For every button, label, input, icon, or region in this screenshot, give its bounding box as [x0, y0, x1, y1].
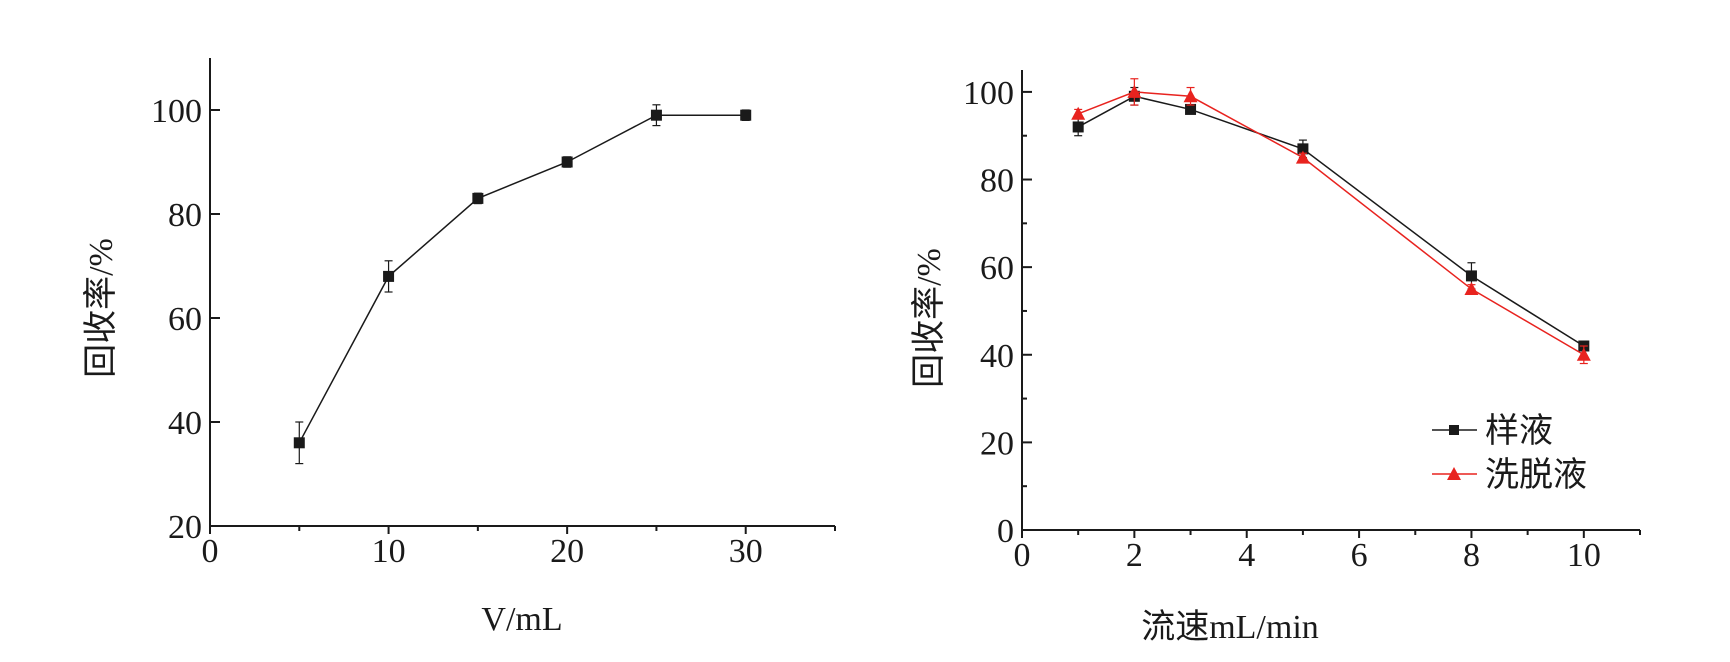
chart-2-series-0-point: [1465, 270, 1477, 282]
chart-2-series-1-point: [1295, 150, 1310, 164]
chart-1-y-tick-label: 40: [168, 405, 202, 442]
chart-2-series-1-line: [1077, 91, 1585, 356]
chart-2-series-1-point: [1576, 347, 1591, 361]
chart-2-series-1-point: [1183, 89, 1198, 103]
chart-2-series-1-point: [1464, 282, 1479, 296]
chart-2-x-tick-label: 8: [1463, 537, 1480, 574]
chart-2-legend: 样液 洗脱液: [1432, 412, 1587, 494]
chart-1-series-0-point: [740, 109, 752, 121]
chart-2-series-1-point: [1071, 106, 1086, 120]
legend-item-0-label: 样液: [1485, 412, 1553, 450]
chart-2-x-tick-label: 2: [1126, 537, 1143, 574]
legend-item-1: 洗脱液: [1432, 456, 1587, 494]
chart-2-x-axis-title: 流速mL/min: [1141, 608, 1319, 646]
chart-1-series-0-point: [472, 192, 484, 204]
chart-2-series-0-line: [1077, 95, 1585, 347]
legend-item-1-label: 洗脱液: [1485, 456, 1587, 494]
chart-1-series-0-point: [293, 437, 305, 449]
chart-1-y-tick-label: 60: [168, 301, 202, 338]
chart-volume-recovery: 0 10 20 30 20 40 60 80 100 V/mL 回收率/%: [82, 58, 836, 638]
chart-1-series-0-point: [383, 270, 395, 282]
chart-1-y-tick-label: 100: [151, 93, 202, 130]
chart-2-series-1-point: [1127, 84, 1142, 98]
chart-2-x-tick-label: 4: [1238, 537, 1255, 574]
chart-1-x-tick-label: 0: [202, 533, 219, 570]
chart-1-series-0-point: [561, 156, 573, 168]
chart-2-series-0-point: [1072, 121, 1084, 133]
legend-item-0-marker: [1449, 425, 1459, 435]
chart-2-x-tick-label: 6: [1351, 537, 1368, 574]
chart-1-y-tick-label: 80: [168, 197, 202, 234]
chart-2-y-tick-label: 40: [980, 338, 1014, 375]
chart-1-series-0-line: [298, 114, 746, 444]
chart-2-y-tick-label: 100: [963, 75, 1014, 112]
chart-1-x-tick-label: 30: [729, 533, 763, 570]
legend-item-1-marker: [1447, 467, 1461, 480]
chart-2-y-tick-label: 80: [980, 163, 1014, 200]
chart-2-series-0-point: [1185, 103, 1197, 115]
chart-2-y-tick-label: 0: [997, 513, 1014, 550]
chart-1-y-tick-label: 20: [168, 509, 202, 546]
chart-1-series-0-point: [650, 109, 662, 121]
chart-1-x-tick-label: 10: [372, 533, 406, 570]
chart-1-x-tick-label: 20: [550, 533, 584, 570]
chart-1-x-axis-title: V/mL: [481, 601, 562, 638]
chart-1-y-axis-title: 回收率/%: [82, 238, 120, 378]
chart-2-series-0-point: [1297, 143, 1309, 155]
chart-2-y-tick-label: 60: [980, 250, 1014, 287]
chart-2-y-axis-title: 回收率/%: [910, 248, 948, 388]
chart-1-plot-area: 0 10 20 30 20 40 60 80 100: [151, 58, 836, 570]
legend-item-0: 样液: [1432, 412, 1553, 450]
chart-2-y-tick-label: 20: [980, 425, 1014, 462]
chart-2-x-tick-label: 0: [1014, 537, 1031, 574]
chart-2-x-tick-label: 10: [1567, 537, 1601, 574]
